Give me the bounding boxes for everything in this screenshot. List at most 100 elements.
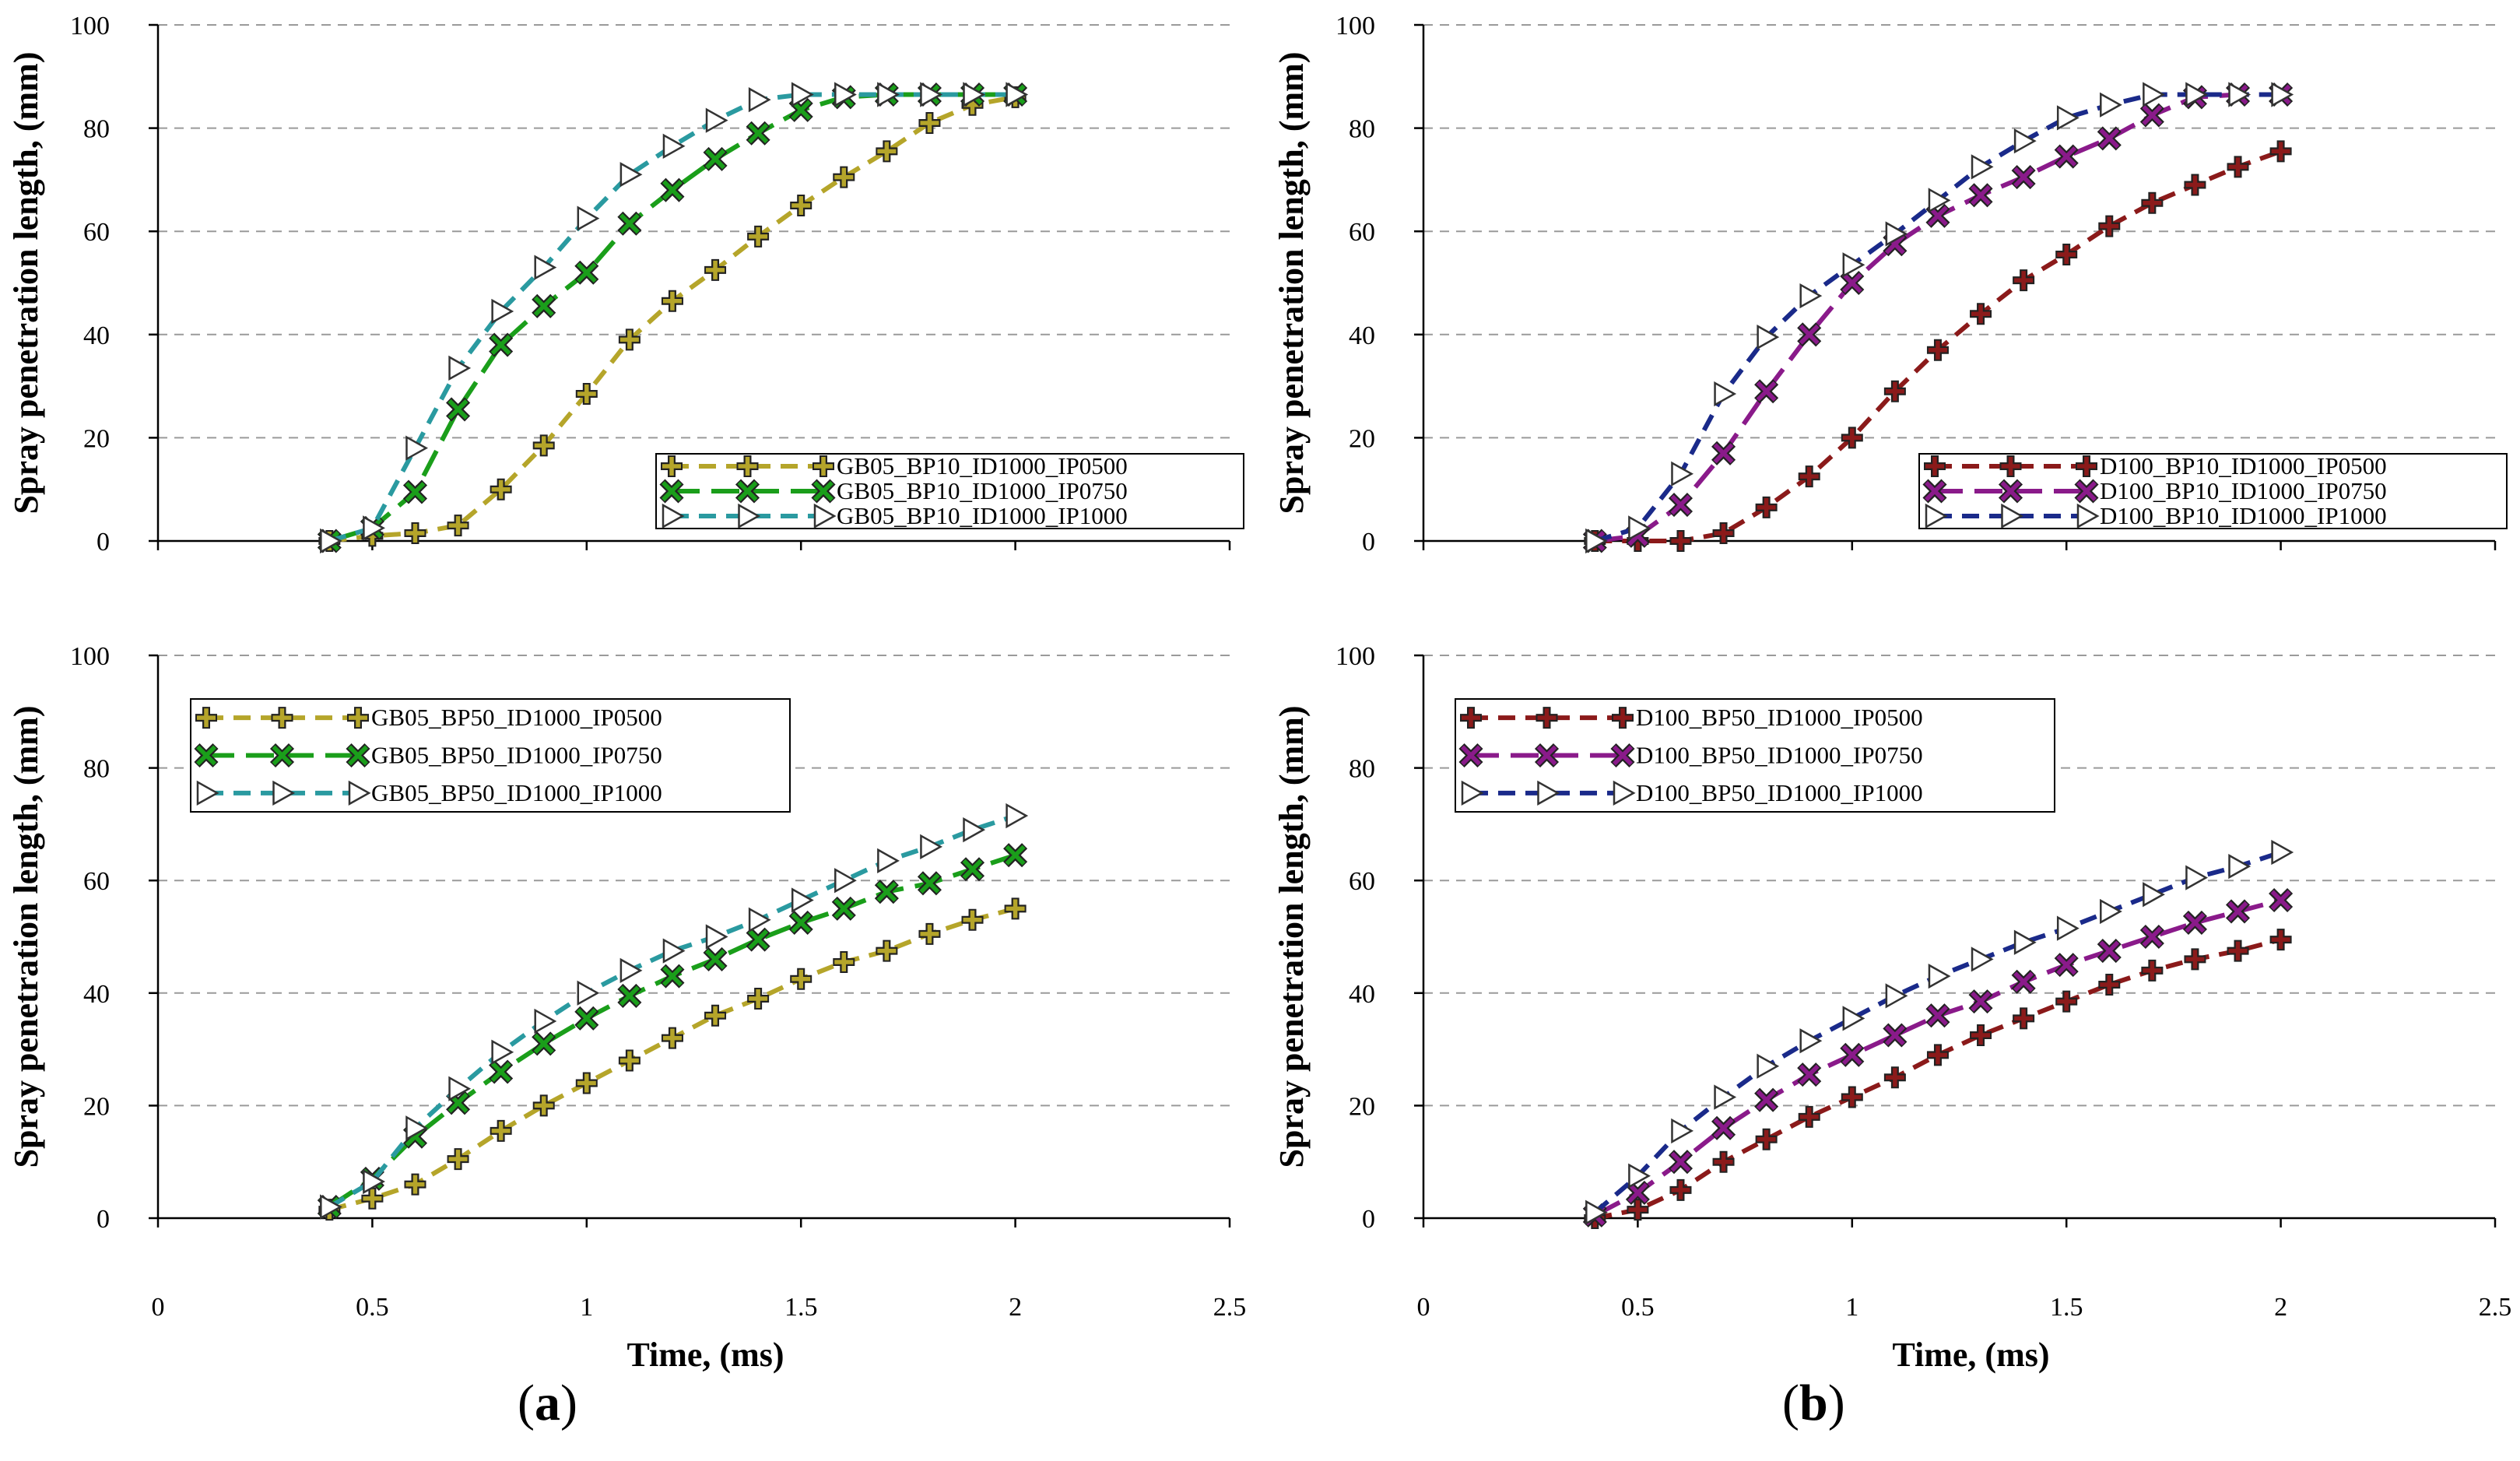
data-point xyxy=(1006,899,1025,918)
panel-label-a: (a) xyxy=(518,1375,577,1431)
data-point xyxy=(1757,1129,1776,1149)
legend-marker xyxy=(1925,503,1948,529)
legend-label: D100_BP50_ID1000_IP1000 xyxy=(1636,779,1923,806)
series-D100_BP50_ID1000_IP1000 xyxy=(1585,839,2294,1225)
data-point xyxy=(1799,1028,1823,1054)
data-point xyxy=(748,929,769,950)
data-point xyxy=(448,1076,472,1101)
legend: D100_BP10_ID1000_IP0500D100_BP10_ID1000_… xyxy=(1918,452,2508,529)
data-point xyxy=(1971,1026,1991,1045)
data-point xyxy=(2185,175,2205,195)
x-tick-label: 2 xyxy=(2274,1293,2287,1322)
legend-label: GB05_BP10_ID1000_IP0500 xyxy=(837,452,1128,479)
data-point xyxy=(405,435,429,461)
data-point xyxy=(662,938,686,964)
x-axis-label: Time, (ms) xyxy=(1892,1336,2049,1374)
data-point xyxy=(1671,461,1694,486)
data-point xyxy=(491,1039,514,1065)
data-point xyxy=(448,355,472,381)
legend-marker xyxy=(2076,503,2100,529)
legend-marker xyxy=(1613,745,1633,766)
data-point xyxy=(2100,975,2119,994)
data-point xyxy=(2271,142,2290,161)
y-tick-label: 60 xyxy=(83,867,110,896)
data-point xyxy=(2057,245,2076,265)
data-point xyxy=(876,881,897,902)
y-axis-label: Spray penetration length, (mm) xyxy=(7,706,45,1168)
data-point xyxy=(1714,381,1737,407)
data-point xyxy=(363,1189,382,1208)
data-point xyxy=(1971,154,1994,180)
legend-marker xyxy=(348,745,368,766)
x-axis-label: Time, (ms) xyxy=(626,1336,784,1374)
data-point xyxy=(405,482,426,502)
data-point xyxy=(1799,283,1823,309)
data-point xyxy=(534,255,557,280)
y-tick-label: 40 xyxy=(83,980,110,1009)
y-axis-label: Spray penetration length, (mm) xyxy=(1272,52,1311,515)
legend-label: GB05_BP50_ID1000_IP0750 xyxy=(371,742,662,769)
data-point xyxy=(1671,1180,1690,1199)
data-point xyxy=(1756,381,1777,402)
data-point xyxy=(2100,898,2122,925)
data-point xyxy=(920,924,939,943)
data-point xyxy=(447,399,469,420)
legend-marker xyxy=(349,708,367,728)
data-point xyxy=(2185,82,2208,107)
data-point xyxy=(1971,304,1991,324)
data-point xyxy=(491,298,514,325)
data-point xyxy=(1585,528,1608,554)
data-point xyxy=(963,82,986,107)
data-point xyxy=(534,1096,553,1115)
series-D100_BP10_ID1000_IP0500 xyxy=(1584,140,2292,552)
x-tick-label: 2.5 xyxy=(2479,1293,2512,1322)
x-tick-label: 1.5 xyxy=(2050,1293,2083,1322)
legend-marker xyxy=(196,780,219,806)
series-GB05_BP10_ID1000_IP0500 xyxy=(318,86,1027,552)
data-point xyxy=(1842,252,1865,278)
data-point xyxy=(1799,467,1819,486)
data-point xyxy=(2014,1009,2034,1028)
data-point xyxy=(534,436,553,455)
y-tick-label: 0 xyxy=(97,1205,110,1234)
legend-marker xyxy=(196,745,216,766)
x-tick-label: 0 xyxy=(1417,1293,1430,1322)
data-point xyxy=(791,196,811,216)
data-point xyxy=(749,989,768,1009)
legend-label: GB05_BP10_ID1000_IP1000 xyxy=(837,502,1128,529)
legend-marker xyxy=(1925,481,1945,501)
x-tick-label: 2.5 xyxy=(1213,1293,1247,1322)
data-point xyxy=(2271,839,2294,866)
data-point xyxy=(919,873,940,894)
data-point xyxy=(1928,340,1947,360)
data-point xyxy=(320,1194,342,1220)
chart-a-top: 0 20 40 60 80 100 Spray penetration length, (m… xyxy=(7,12,1244,557)
legend-marker xyxy=(1462,708,1480,728)
data-point xyxy=(2185,950,2205,969)
data-point xyxy=(1671,1118,1694,1144)
data-point xyxy=(791,969,811,989)
y-tick-label: 0 xyxy=(97,528,110,557)
legend-label: GB05_BP50_ID1000_IP1000 xyxy=(371,779,662,806)
data-point xyxy=(1799,324,1820,345)
data-point xyxy=(533,296,554,317)
data-point xyxy=(2142,105,2163,125)
data-point xyxy=(662,180,683,201)
data-point xyxy=(2271,82,2294,107)
series-line xyxy=(328,92,1016,543)
data-point xyxy=(2057,992,2076,1011)
data-point xyxy=(791,82,814,107)
data-point xyxy=(2143,882,2165,908)
y-tick-label: 0 xyxy=(1362,1205,1375,1234)
legend-marker xyxy=(662,457,681,476)
legend-label: D100_BP10_ID1000_IP1000 xyxy=(2100,502,2387,529)
data-point xyxy=(320,528,342,554)
data-point xyxy=(1628,515,1651,541)
data-point xyxy=(577,205,600,231)
data-point xyxy=(405,1115,429,1141)
data-point xyxy=(1757,324,1780,350)
data-point xyxy=(706,1006,725,1025)
legend-marker xyxy=(1536,745,1557,766)
